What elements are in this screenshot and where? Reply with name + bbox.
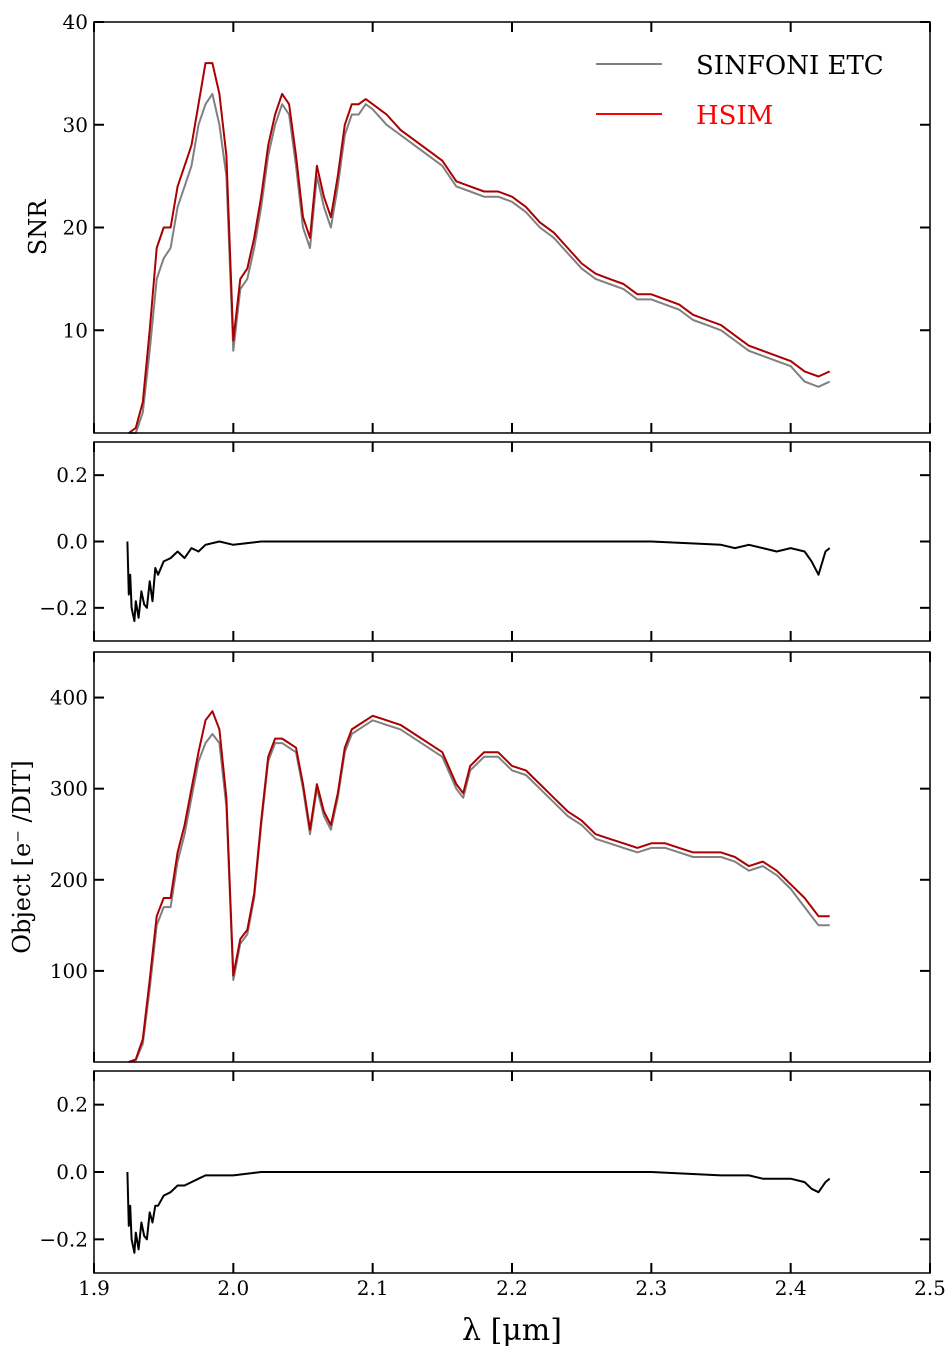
series-line-1 <box>128 710 830 1063</box>
y-tick-label-1: 0.0 <box>56 530 88 554</box>
x-tick-label-4: 2.3 <box>635 1276 667 1300</box>
y-tick-label-0: 100 <box>50 959 88 983</box>
series-line-0 <box>128 92 831 434</box>
legend-label-sinfoni: SINFONI ETC <box>696 51 884 81</box>
plot-frame <box>93 651 931 1063</box>
series-line-1 <box>128 62 831 434</box>
y-tick-label-3: 40 <box>63 10 88 34</box>
x-tick-label-5: 2.4 <box>775 1276 807 1300</box>
object-panel: 100 200 300 400 <box>50 651 931 1063</box>
y-tick-label-0: −0.2 <box>39 1227 88 1251</box>
x-tick-label-2: 2.1 <box>357 1276 389 1300</box>
y-tick-label-0: −0.2 <box>39 596 88 620</box>
x-tick-label-0: 1.9 <box>78 1276 110 1300</box>
y-tick-label-1: 20 <box>63 216 88 240</box>
snr-panel: 10 20 30 40 <box>63 10 931 434</box>
x-axis-label: λ [μm] <box>462 1313 562 1348</box>
x-tick-label-3: 2.2 <box>496 1276 528 1300</box>
series-line-0 <box>126 540 831 623</box>
series-line-0 <box>128 719 830 1063</box>
object-residual-panel: −0.2 0.0 0.2 1.9 2.0 2.1 2.2 2.3 2.4 2.5 <box>39 1070 946 1300</box>
y-tick-label-2: 0.2 <box>56 1093 88 1117</box>
series-line-0 <box>126 1171 831 1254</box>
y-tick-label-3: 400 <box>50 686 88 710</box>
y-axis-label-object: Object [e⁻ /DIT] <box>8 760 36 953</box>
y-tick-label-2: 300 <box>50 777 88 801</box>
labels-layer: SNR Object [e⁻ /DIT] λ [μm] SINFONI ETC … <box>8 51 884 1348</box>
y-axis-label-snr: SNR <box>24 199 52 255</box>
legend-label-hsim: HSIM <box>696 101 773 131</box>
snr-residual-panel: −0.2 0.0 0.2 <box>39 441 931 642</box>
legend: SINFONI ETC HSIM <box>596 51 884 131</box>
y-tick-label-2: 0.2 <box>56 463 88 487</box>
y-tick-label-2: 30 <box>63 113 88 137</box>
x-tick-label-1: 2.0 <box>217 1276 249 1300</box>
y-tick-label-1: 200 <box>50 868 88 892</box>
x-tick-label-6: 2.5 <box>914 1276 946 1300</box>
y-tick-label-0: 10 <box>63 318 88 342</box>
y-tick-label-1: 0.0 <box>56 1160 88 1184</box>
